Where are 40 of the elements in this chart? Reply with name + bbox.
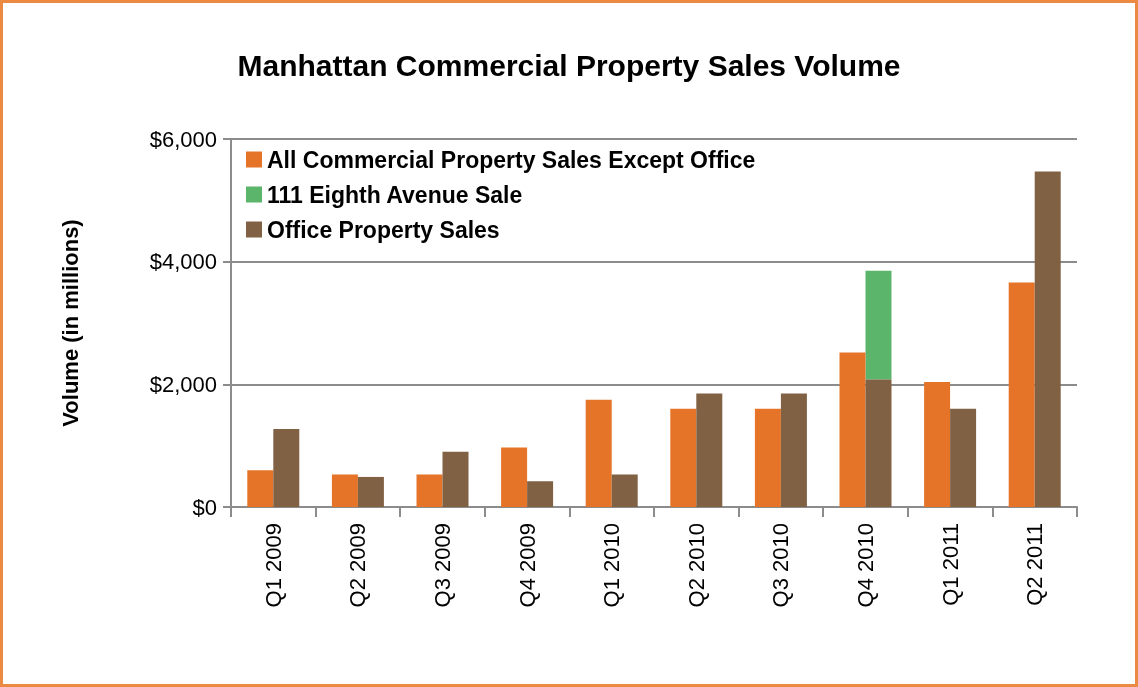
bar xyxy=(865,270,892,380)
x-tick-label: Q3 2010 xyxy=(768,523,794,608)
y-tick-label: $4,000 xyxy=(149,249,217,275)
bar xyxy=(611,474,638,507)
x-tick-label: Q2 2009 xyxy=(345,523,371,608)
x-tick-label: Q4 2010 xyxy=(853,523,878,608)
bar xyxy=(839,352,866,507)
bar xyxy=(247,470,274,507)
bar xyxy=(754,408,781,507)
x-tick-label: Q1 2011 xyxy=(937,523,963,606)
y-axis-title: Volume (in millions) xyxy=(57,219,83,427)
y-tick-label: $0 xyxy=(192,494,217,520)
legend-label: Office Property Sales xyxy=(267,216,500,243)
bar xyxy=(585,399,612,507)
x-tick-label: Q2 2011 xyxy=(1022,523,1048,606)
bar xyxy=(501,447,528,507)
x-tick-label: Q4 2009 xyxy=(514,523,540,608)
bar xyxy=(1034,171,1061,507)
bar xyxy=(670,408,697,507)
bar xyxy=(416,474,443,507)
x-tick-label: Q1 2009 xyxy=(260,523,286,608)
bar xyxy=(1008,282,1035,507)
y-tick-label: $2,000 xyxy=(149,371,217,397)
bar xyxy=(442,451,469,507)
bar xyxy=(527,481,554,507)
bar xyxy=(357,476,384,507)
chart-title: Manhattan Commercial Property Sales Volume xyxy=(237,48,901,82)
bar xyxy=(950,408,977,507)
bar xyxy=(273,429,300,507)
x-tick-label: Q3 2009 xyxy=(430,523,455,608)
x-tick-label: Q2 2010 xyxy=(683,523,709,608)
y-tick-label: $6,000 xyxy=(149,126,217,152)
legend-label: 111 Eighth Avenue Sale xyxy=(267,181,523,208)
bar xyxy=(696,393,723,507)
legend-label: All Commercial Property Sales Except Office xyxy=(267,146,756,173)
bar xyxy=(780,393,807,507)
bar xyxy=(924,381,951,507)
bar xyxy=(865,379,892,507)
bar xyxy=(331,474,358,507)
x-tick-label: Q1 2010 xyxy=(599,523,625,608)
